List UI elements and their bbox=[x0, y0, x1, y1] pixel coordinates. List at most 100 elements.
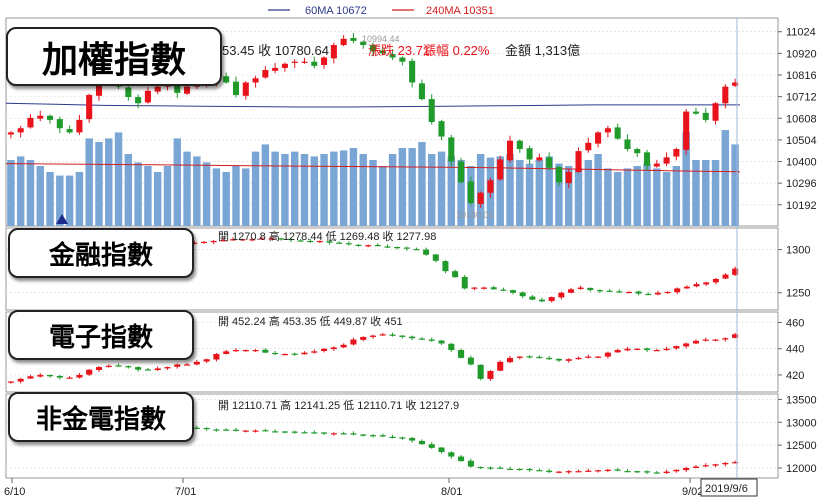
candle-body bbox=[555, 471, 562, 473]
candle-body bbox=[438, 121, 445, 137]
volume-bar bbox=[721, 130, 730, 226]
candle-body bbox=[350, 339, 357, 345]
candle-body bbox=[585, 142, 592, 151]
volume-bar bbox=[623, 168, 632, 226]
candle-body bbox=[702, 465, 709, 467]
volume-bar bbox=[242, 168, 250, 226]
candle-body bbox=[487, 371, 494, 379]
panel-label-taiex: 加權指數 bbox=[6, 27, 222, 86]
candle-body bbox=[355, 244, 362, 246]
candle-body bbox=[604, 469, 611, 471]
y-tick-label: 13000 bbox=[786, 417, 817, 429]
candle-body bbox=[604, 128, 611, 133]
candle-body bbox=[213, 429, 220, 431]
candle-body bbox=[223, 429, 230, 431]
candle-body bbox=[423, 249, 430, 255]
candle-body bbox=[399, 57, 406, 62]
volume-bar bbox=[682, 132, 690, 226]
candle-body bbox=[184, 86, 191, 94]
candle-body bbox=[287, 238, 294, 241]
candle-body bbox=[565, 471, 572, 473]
candle-body bbox=[673, 346, 680, 349]
candle-body bbox=[17, 128, 24, 133]
candle-body bbox=[585, 470, 592, 472]
candle-body bbox=[614, 127, 621, 139]
candle-body bbox=[683, 343, 690, 347]
candle-body bbox=[321, 57, 328, 66]
candle-body bbox=[330, 433, 337, 435]
candle-body bbox=[7, 132, 14, 135]
candle-body bbox=[674, 288, 681, 293]
candle-body bbox=[490, 287, 497, 290]
candle-body bbox=[301, 432, 308, 434]
x-axis-ticks: 6/10 7/01 8/01 9/02 bbox=[4, 478, 703, 498]
candle-body bbox=[712, 464, 719, 466]
candle-body bbox=[546, 357, 553, 360]
volume-bar bbox=[36, 166, 44, 226]
volume-bar bbox=[418, 142, 426, 226]
candle-body bbox=[311, 61, 318, 66]
volume-bar bbox=[437, 151, 446, 226]
candle-body bbox=[565, 359, 572, 361]
y-tick-label: 420 bbox=[786, 370, 804, 382]
candle-body bbox=[418, 338, 425, 340]
candle-body bbox=[614, 469, 621, 471]
candle-body bbox=[340, 38, 347, 46]
candle-body bbox=[645, 293, 652, 296]
candle-body bbox=[519, 292, 526, 297]
candle-body bbox=[7, 381, 14, 383]
candle-body bbox=[438, 447, 445, 452]
y-tick-label: 10400 bbox=[786, 157, 817, 169]
candle-body bbox=[548, 297, 555, 302]
candle-body bbox=[692, 111, 699, 114]
candle-body bbox=[239, 239, 246, 241]
candle-body bbox=[200, 241, 207, 244]
candle-body bbox=[56, 375, 63, 378]
candle-body bbox=[432, 254, 439, 261]
candle-body bbox=[95, 367, 103, 371]
candle-body bbox=[654, 292, 661, 295]
candle-body bbox=[428, 99, 435, 122]
candle-body bbox=[384, 246, 391, 248]
panel-label-finance: 金融指數 bbox=[8, 228, 194, 278]
candle-body bbox=[732, 334, 739, 338]
candle-body bbox=[614, 350, 621, 353]
candle-body bbox=[105, 365, 112, 368]
candle-body bbox=[732, 268, 739, 275]
volume-bar bbox=[604, 168, 612, 226]
y-axis-ticks: 11024 10920 10816 10712 10608 10504 10400 10296… bbox=[778, 27, 817, 475]
candle-body bbox=[536, 157, 543, 161]
volume-bar bbox=[643, 163, 651, 226]
candle-body bbox=[379, 50, 386, 54]
candle-body bbox=[360, 41, 367, 46]
candle-body bbox=[47, 374, 54, 377]
cursor-date-box bbox=[700, 478, 758, 497]
moving-averages bbox=[5, 102, 741, 173]
candle-body bbox=[369, 45, 377, 52]
x-tick-label: 6/10 bbox=[4, 486, 25, 498]
y-tick-label: 11024 bbox=[786, 27, 816, 39]
candle-body bbox=[567, 289, 574, 293]
candle-body bbox=[336, 242, 343, 244]
candle-body bbox=[56, 119, 63, 129]
candle-body bbox=[268, 238, 275, 240]
candle-body bbox=[345, 243, 352, 245]
candle-body bbox=[242, 82, 249, 96]
candle-body bbox=[193, 427, 200, 429]
candle-body bbox=[321, 432, 328, 434]
candle-body bbox=[281, 353, 288, 356]
candle-body bbox=[703, 282, 710, 285]
candle-body bbox=[262, 70, 269, 78]
candle-body bbox=[663, 348, 670, 351]
candle-body bbox=[565, 171, 572, 184]
candle-body bbox=[481, 287, 488, 289]
candle-body bbox=[692, 466, 699, 468]
y-tick-label: 10608 bbox=[786, 113, 817, 125]
candle-body bbox=[653, 163, 660, 167]
candle-body bbox=[577, 287, 584, 289]
candle-body bbox=[663, 157, 670, 164]
candle-body bbox=[555, 166, 562, 183]
candle-body bbox=[399, 335, 406, 337]
candle-body bbox=[546, 157, 553, 168]
candle-body bbox=[272, 431, 279, 433]
